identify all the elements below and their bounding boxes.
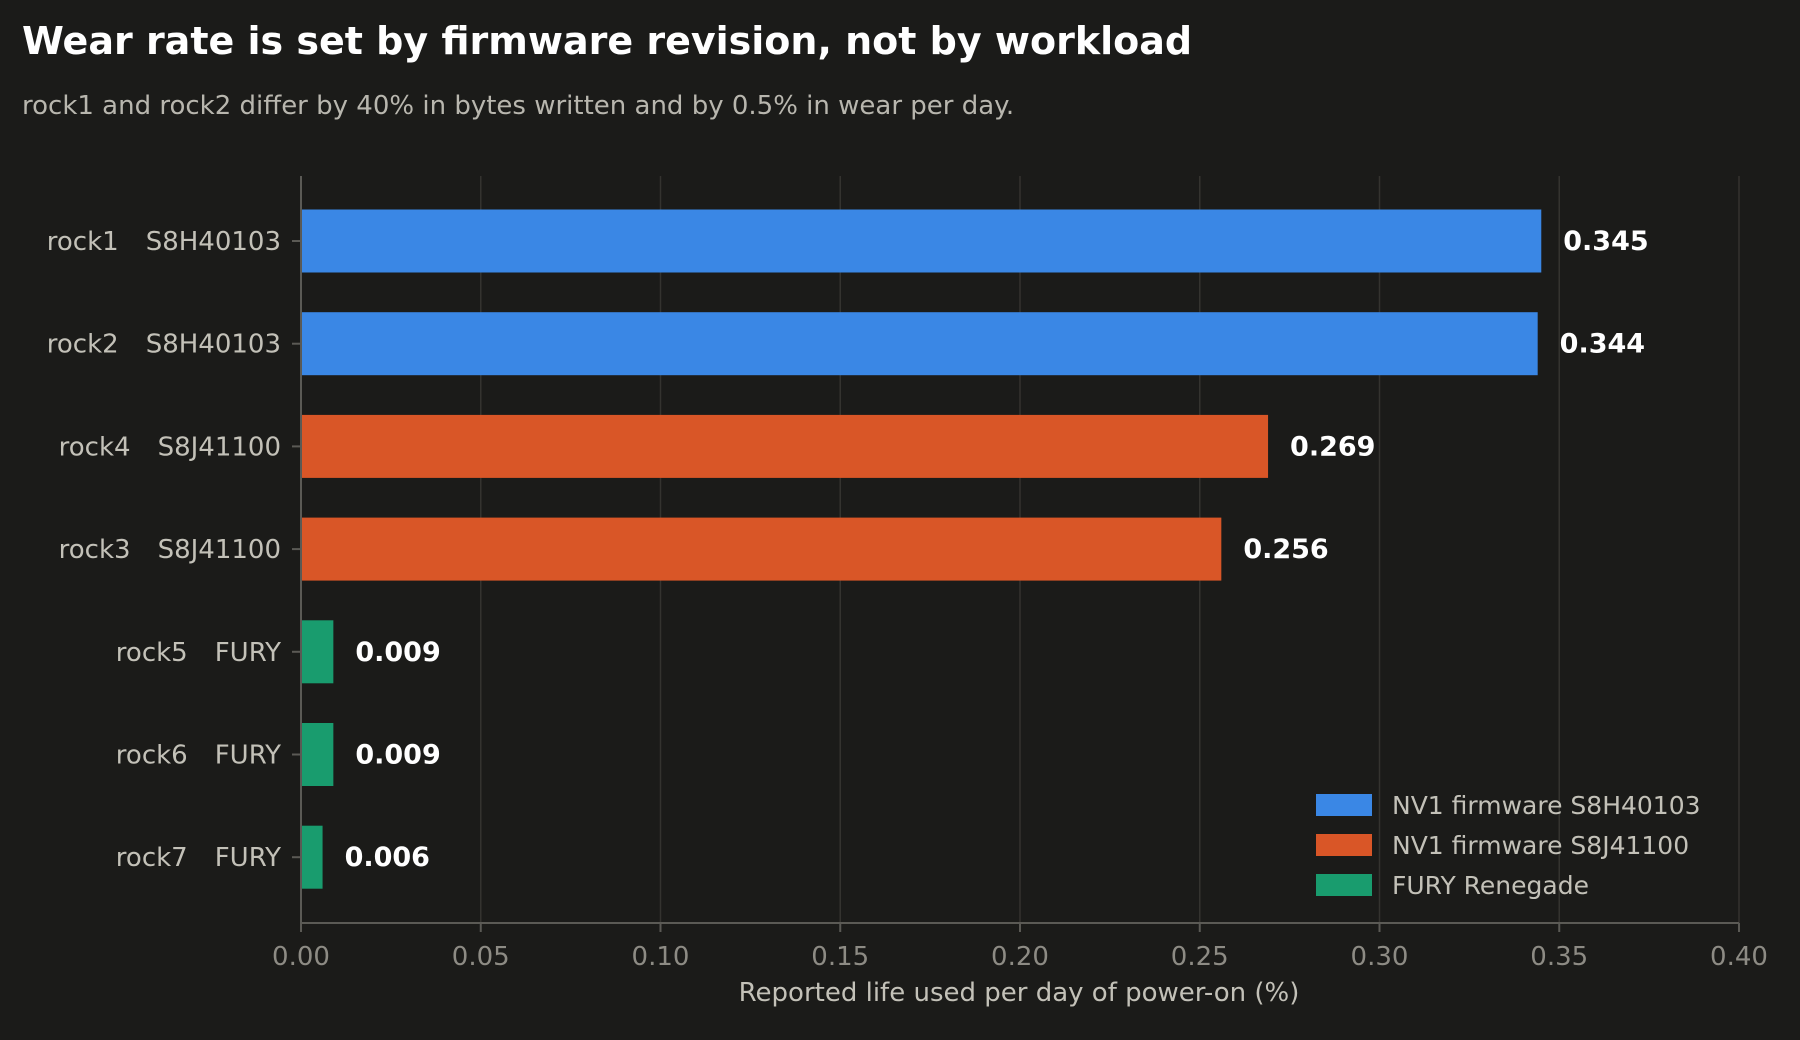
bar-rock6 <box>301 723 334 786</box>
category-host: rock4 <box>59 432 131 462</box>
category-label: rock7 FURY <box>116 843 281 873</box>
category-drive: S8J41100 <box>158 535 281 565</box>
value-label: 0.256 <box>1243 534 1328 565</box>
x-tick-label: 0.40 <box>1710 942 1768 972</box>
category-label: rock3 S8J41100 <box>59 535 281 565</box>
bar-rock2 <box>301 312 1538 376</box>
bar-rock1 <box>301 209 1542 273</box>
category-drive: S8H40103 <box>146 227 281 257</box>
legend-swatch <box>1316 834 1372 856</box>
x-tick-label: 0.20 <box>991 942 1049 972</box>
legend-label: FURY Renegade <box>1392 871 1589 900</box>
x-tick-label: 0.05 <box>452 942 510 972</box>
category-host: rock5 <box>116 638 188 668</box>
legend-label: NV1 firmware S8J41100 <box>1392 831 1689 860</box>
value-label: 0.344 <box>1560 329 1645 360</box>
category-label: rock5 FURY <box>116 638 281 668</box>
value-label: 0.009 <box>355 637 440 668</box>
category-host: rock6 <box>116 741 188 771</box>
x-tick-label: 0.35 <box>1530 942 1588 972</box>
bars-group: 0.345 0.344 0.269 0.256 0.009 0.009 0.006 <box>301 209 1649 889</box>
legend: NV1 firmware S8H40103 NV1 firmware S8J411… <box>1316 791 1701 900</box>
category-drive: S8H40103 <box>146 330 281 360</box>
value-label: 0.009 <box>355 740 440 771</box>
x-tick-label: 0.10 <box>632 942 690 972</box>
chart-subtitle: rock1 and rock2 differ by 40% in bytes w… <box>22 91 1014 121</box>
chart-title: Wear rate is set by firmware revision, n… <box>22 19 1192 63</box>
x-tick-label: 0.15 <box>811 942 869 972</box>
bar-rock4 <box>301 414 1269 478</box>
category-label: rock4 S8J41100 <box>59 432 281 462</box>
category-host: rock3 <box>59 535 131 565</box>
legend-label: NV1 firmware S8H40103 <box>1392 791 1701 820</box>
bar-rock5 <box>301 620 334 684</box>
bar-rock3 <box>301 517 1222 581</box>
value-label: 0.006 <box>345 842 430 873</box>
value-label: 0.269 <box>1290 431 1375 462</box>
x-tick-label: 0.00 <box>272 942 330 972</box>
category-drive: FURY <box>215 843 281 873</box>
x-tick-label: 0.25 <box>1171 942 1229 972</box>
category-label: rock6 FURY <box>116 741 281 771</box>
category-label: rock1 S8H40103 <box>47 227 281 257</box>
x-tick-label: 0.30 <box>1351 942 1409 972</box>
legend-swatch <box>1316 794 1372 816</box>
x-axis-title: Reported life used per day of power-on (… <box>739 978 1300 1008</box>
bar-rock7 <box>301 825 323 889</box>
category-label: rock2 S8H40103 <box>47 330 281 360</box>
axes-group: 0.00 0.05 0.10 0.15 0.20 0.25 0.30 0.35 0.40 rock… <box>47 176 1768 972</box>
category-drive: FURY <box>215 638 281 668</box>
category-drive: S8J41100 <box>158 432 281 462</box>
category-host: rock7 <box>116 843 188 873</box>
value-label: 0.345 <box>1563 226 1648 257</box>
legend-swatch <box>1316 874 1372 896</box>
category-drive: FURY <box>215 741 281 771</box>
category-host: rock2 <box>47 330 119 360</box>
category-host: rock1 <box>47 227 119 257</box>
